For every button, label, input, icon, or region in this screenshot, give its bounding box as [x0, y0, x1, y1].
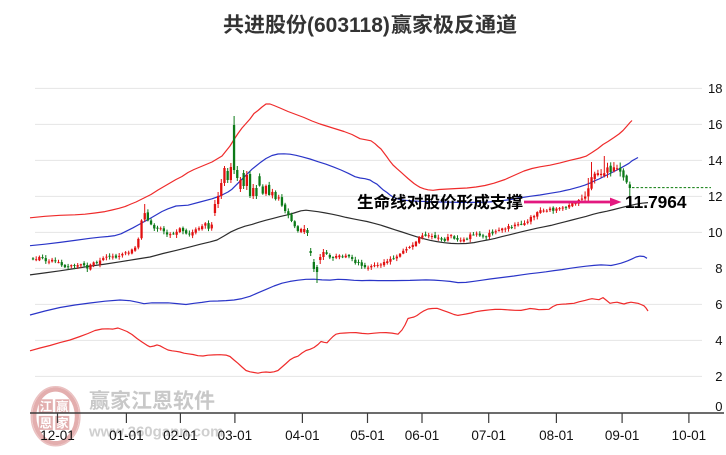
svg-text:10-01: 10-01 — [672, 428, 707, 443]
svg-text:14: 14 — [708, 153, 722, 168]
svg-text:(603118): (603118) — [307, 14, 390, 37]
svg-text:www.360gann.com: www.360gann.com — [88, 424, 223, 441]
svg-text:08-01: 08-01 — [539, 428, 574, 443]
svg-text:16: 16 — [708, 117, 722, 132]
svg-text:10: 10 — [708, 225, 722, 240]
svg-text:12-01: 12-01 — [40, 428, 75, 443]
svg-text:06-01: 06-01 — [405, 428, 440, 443]
svg-text:09-01: 09-01 — [605, 428, 640, 443]
svg-text:01-01: 01-01 — [109, 428, 144, 443]
svg-text:11.7964: 11.7964 — [625, 192, 687, 212]
svg-text:0: 0 — [715, 399, 722, 414]
svg-text:2: 2 — [715, 369, 722, 384]
svg-text:07-01: 07-01 — [471, 428, 506, 443]
svg-text:12: 12 — [708, 189, 722, 204]
svg-text:04-01: 04-01 — [285, 428, 320, 443]
svg-text:05-01: 05-01 — [350, 428, 385, 443]
svg-text:02-01: 02-01 — [163, 428, 198, 443]
svg-text:18: 18 — [708, 81, 722, 96]
svg-text:8: 8 — [715, 261, 722, 276]
svg-text:6: 6 — [715, 297, 722, 312]
svg-text:03-01: 03-01 — [218, 428, 253, 443]
svg-text:4: 4 — [715, 333, 722, 348]
